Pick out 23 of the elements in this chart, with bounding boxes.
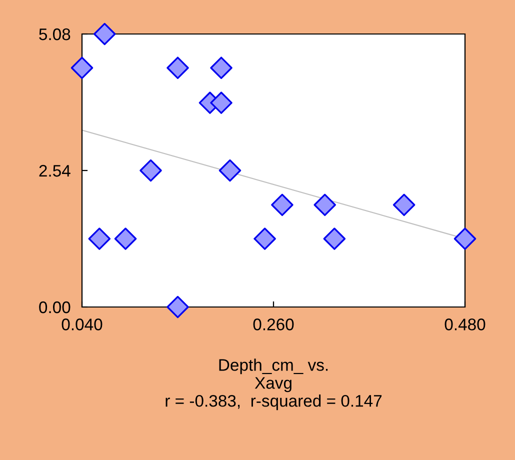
point [314,194,336,216]
point [271,194,294,216]
point [218,159,242,182]
point [88,228,111,250]
point [166,56,189,79]
x-tick-label: 0.040 [62,318,102,330]
point [93,22,116,46]
point [210,92,232,114]
x-tick-label: 0.480 [444,318,486,330]
point [166,296,189,318]
point [140,159,162,182]
point [210,56,232,79]
point [454,228,476,250]
y-tick-label: 0.00 [39,301,70,314]
point [392,194,416,216]
x-tick-label: 0.260 [253,318,294,330]
y-tick-label: 2.54 [39,164,70,177]
point [70,56,94,79]
y-tick-label: 5.08 [39,28,70,40]
point [254,228,276,250]
point [323,228,346,250]
point [114,228,137,250]
x-axis-title: Depth_cm_ vs. Xavg r = -0.383, r-squared = 0.147 [166,358,382,410]
